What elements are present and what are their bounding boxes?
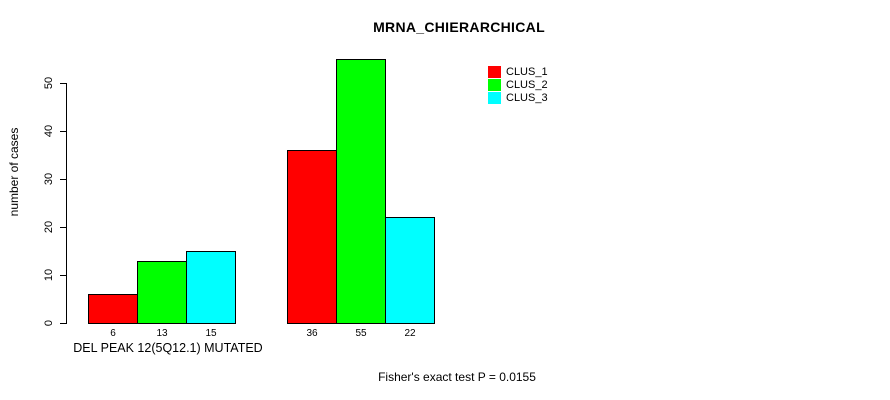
legend-item: CLUS_3 bbox=[488, 92, 548, 105]
x-axis-label: DEL PEAK 12(5Q12.1) MUTATED bbox=[73, 341, 263, 355]
y-axis-label: number of cases bbox=[7, 127, 21, 217]
bar-value-label: 13 bbox=[156, 328, 168, 339]
bar-value-label: 6 bbox=[110, 328, 116, 339]
y-axis-tick bbox=[60, 130, 67, 132]
legend-label: CLUS_1 bbox=[506, 65, 548, 78]
y-axis-tick-label: 50 bbox=[43, 76, 55, 90]
y-axis-tick bbox=[60, 82, 67, 84]
bar-value-label: 36 bbox=[306, 328, 318, 339]
annotation-text: Fisher's exact test P = 0.0155 bbox=[378, 370, 536, 384]
bar-clus_1 bbox=[287, 150, 337, 324]
legend-swatch-icon bbox=[488, 65, 501, 78]
legend: CLUS_1 CLUS_2 CLUS_3 bbox=[488, 65, 548, 105]
y-axis-tick-label: 0 bbox=[43, 319, 55, 327]
legend-swatch-icon bbox=[488, 92, 501, 105]
y-axis-tick bbox=[60, 178, 67, 180]
legend-label: CLUS_3 bbox=[506, 92, 548, 105]
y-axis-tick bbox=[60, 274, 67, 276]
bar-value-label: 15 bbox=[205, 328, 217, 339]
bar-clus_2 bbox=[336, 59, 386, 324]
y-axis-tick bbox=[60, 322, 67, 324]
y-axis-tick-label: 10 bbox=[43, 268, 55, 282]
y-axis-tick-label: 20 bbox=[43, 220, 55, 234]
bar-clus_3 bbox=[385, 217, 435, 324]
legend-item: CLUS_1 bbox=[488, 65, 548, 78]
bar-value-label: 22 bbox=[404, 328, 416, 339]
bar-clus_3 bbox=[186, 251, 236, 324]
bar-clus_2 bbox=[137, 260, 187, 324]
legend-label: CLUS_2 bbox=[506, 79, 548, 92]
y-axis-tick-label: 40 bbox=[43, 124, 55, 138]
y-axis-tick-label: 30 bbox=[43, 172, 55, 186]
legend-swatch-icon bbox=[488, 79, 501, 92]
bar-clus_1 bbox=[88, 294, 138, 324]
bar-value-label: 55 bbox=[355, 328, 367, 339]
y-axis-line bbox=[66, 83, 67, 324]
legend-item: CLUS_2 bbox=[488, 78, 548, 92]
y-axis-tick bbox=[60, 226, 67, 228]
chart-title: MRNA_CHIERARCHICAL bbox=[373, 19, 545, 35]
